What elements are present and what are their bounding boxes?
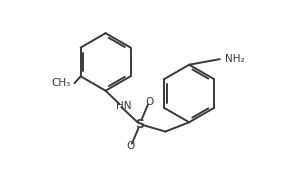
Text: CH₃: CH₃ xyxy=(51,78,71,88)
Text: O: O xyxy=(126,141,134,151)
Text: O: O xyxy=(146,97,154,107)
Text: NH₂: NH₂ xyxy=(225,54,245,64)
Text: HN: HN xyxy=(116,101,131,111)
Text: S: S xyxy=(136,118,144,131)
